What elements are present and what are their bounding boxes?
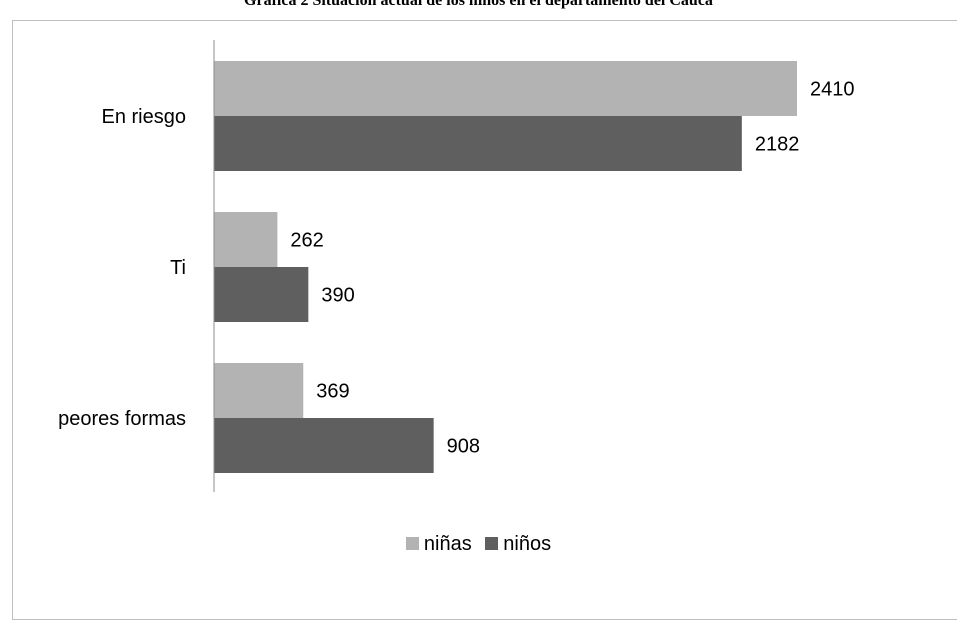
bar-ninos [214,267,309,322]
bar-ninos [214,418,434,473]
data-label: 390 [321,285,354,307]
legend-label-ninas: niñas [423,533,472,555]
bar-ninas [214,363,304,418]
legend-swatch-ninas [405,537,419,550]
data-label: 2182 [755,134,800,156]
bar-chart: En riesgo 2410 2182 Ti 262 390 peores formas 36… [58,40,855,492]
category-label: Ti [170,257,186,279]
legend: niñas niños [0,533,957,556]
data-label: 2410 [810,79,855,101]
bar-ninas [214,212,278,267]
legend-label-ninos: niños [503,533,552,555]
category-label: peores formas [58,408,186,430]
category-label: En riesgo [102,106,187,128]
bar-ninas [214,61,797,116]
chart-title: Gráfica 2 Situación actual de los niños … [244,0,713,9]
data-label: 908 [447,436,480,458]
bar-ninos [214,116,742,171]
legend-item-ninos: niños [485,533,551,556]
data-label: 369 [316,381,349,403]
data-label: 262 [290,230,323,252]
legend-item-ninas: niñas [405,533,472,556]
legend-swatch-ninos [485,537,499,550]
